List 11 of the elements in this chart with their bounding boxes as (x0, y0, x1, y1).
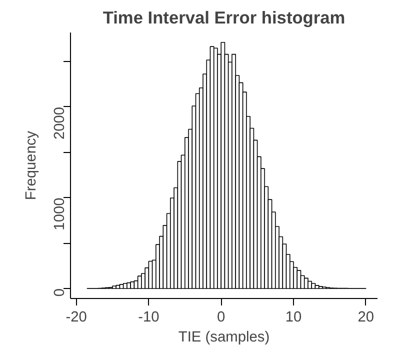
x-tick-label: 0 (217, 310, 226, 326)
chart-title: Time Interval Error histogram (102, 8, 346, 28)
y-axis-title: Frequency (24, 130, 40, 200)
x-tick-label: -10 (138, 310, 160, 326)
y-tick-label: 2000 (52, 106, 68, 140)
x-tick-label: 20 (358, 310, 374, 326)
x-tick-label: 10 (285, 310, 302, 326)
y-tick-label: 1000 (52, 198, 68, 230)
y-tick-label: 0 (52, 288, 68, 297)
x-axis-title: TIE (samples) (178, 330, 270, 346)
x-tick-label: -20 (66, 310, 87, 326)
